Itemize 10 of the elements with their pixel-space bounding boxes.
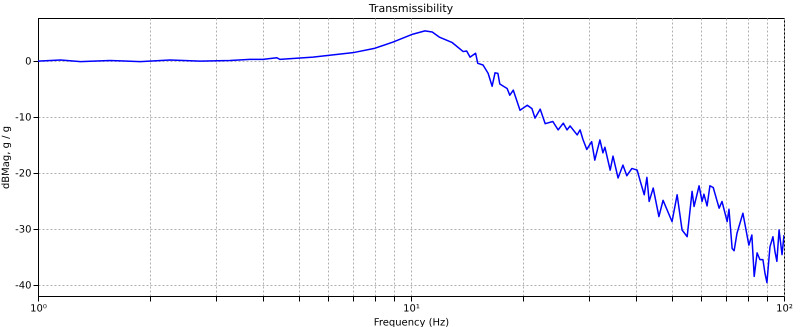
x-tick-label: 10¹ xyxy=(403,304,420,314)
x-tick-label: 10² xyxy=(776,304,793,314)
y-tick-label: -10 xyxy=(15,112,32,124)
y-tick-label: -40 xyxy=(15,280,32,292)
y-tick-label: -30 xyxy=(15,224,32,236)
chart-title: Transmissibility xyxy=(368,2,454,15)
y-axis-title: dBMag, g / g xyxy=(1,126,12,190)
x-tick-label: 10⁰ xyxy=(30,304,47,314)
y-tick-label: -20 xyxy=(15,168,32,180)
y-tick-label: 0 xyxy=(25,56,32,68)
